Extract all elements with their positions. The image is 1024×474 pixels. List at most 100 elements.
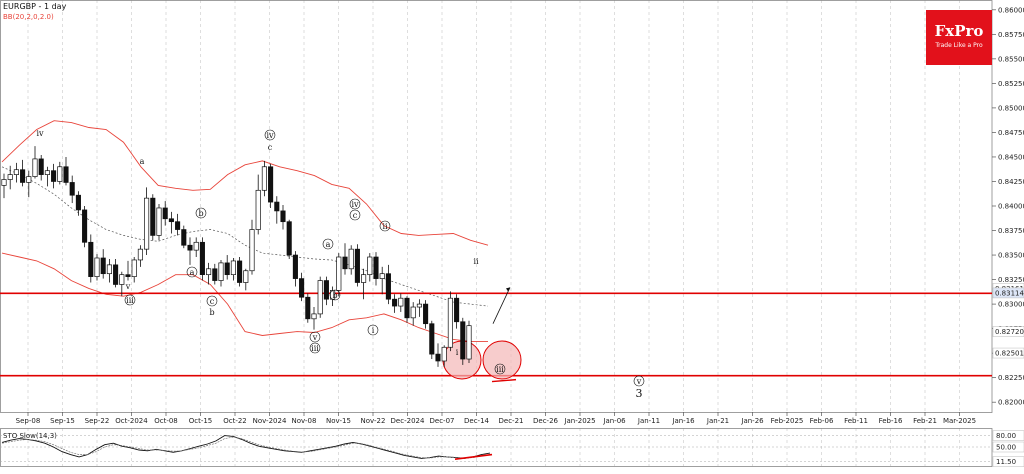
candle-body: [404, 297, 410, 319]
candle-body: [106, 264, 112, 275]
candle-body: [336, 256, 342, 291]
candle-body: [280, 210, 286, 223]
x-tick-label: Oct-2024: [115, 417, 148, 425]
wave-label: c: [268, 143, 273, 152]
middle-band: [1, 166, 489, 307]
wave-label: ii: [382, 222, 388, 231]
x-tick-label: Sep-08: [16, 417, 41, 425]
x-tick-label: Dec-2024: [391, 417, 425, 425]
x-tick-label: Nov-08: [292, 417, 317, 425]
candle-body: [26, 176, 32, 183]
wave-circle: [367, 324, 379, 336]
candle-body: [323, 280, 329, 300]
fxpro-logo: FxPro Trade Like a Pro: [926, 10, 992, 65]
divergence-line: [491, 378, 517, 383]
x-tick-label: Sep-22: [85, 417, 110, 425]
candle-body: [342, 256, 348, 270]
wave-label: a: [140, 157, 145, 166]
candle-body: [20, 169, 26, 183]
candle-body: [299, 278, 305, 298]
chart-frame: [0, 0, 993, 413]
candle-body: [75, 194, 81, 211]
candle-body: [199, 241, 205, 276]
wave-label: a: [326, 240, 331, 249]
candle-body: [218, 262, 224, 281]
candle-body: [100, 257, 106, 275]
x-tick-label: Sep-15: [50, 417, 75, 425]
candle-body: [206, 268, 212, 276]
candle-body: [367, 256, 373, 276]
x-tick-label: Jan-06: [602, 417, 626, 425]
candle-body: [416, 303, 422, 308]
wave-circle: [186, 266, 198, 278]
wave-circle: [329, 289, 341, 301]
x-tick-label: Oct-15: [189, 417, 213, 425]
candle-body: [144, 197, 150, 250]
x-tick-label: Feb-11: [844, 417, 868, 425]
x-tick-label: Feb-16: [879, 417, 903, 425]
wave-label: c: [353, 211, 358, 220]
oscillator-label: STO Slow(14,3): [3, 432, 57, 440]
candle-body: [454, 297, 460, 323]
wave-label: iii: [126, 296, 134, 305]
osc-level-tag: [992, 456, 1024, 467]
x-tick-label: Feb-06: [810, 417, 834, 425]
candle-body: [379, 273, 385, 279]
wave-label: iii: [311, 344, 319, 353]
x-tick-label: Jan-26: [740, 417, 764, 425]
candle-body: [373, 256, 379, 279]
oscillator-frame: [0, 428, 993, 467]
x-tick-label: Oct-22: [223, 417, 247, 425]
price-tag: [992, 347, 1024, 359]
x-tick-label: Jan-21: [706, 417, 729, 425]
candle-body: [361, 274, 367, 283]
candle-body: [88, 241, 94, 277]
x-tick-label: Jan-11: [637, 417, 660, 425]
wave-circle: [322, 238, 334, 250]
wave-circle: [633, 375, 645, 387]
x-tick-label: Feb-21: [913, 417, 937, 425]
candle-body: [292, 254, 298, 279]
wave-label: b: [209, 308, 214, 317]
wave-label: iv: [351, 200, 359, 209]
candle-body: [212, 268, 218, 281]
candle-body: [305, 296, 311, 320]
candle-body: [69, 182, 75, 196]
candle-body: [243, 270, 249, 283]
x-tick-label: Mar-2025: [943, 417, 976, 425]
candle-body: [168, 218, 174, 223]
x-tick-label: Nov-15: [326, 417, 351, 425]
candle-body: [125, 274, 131, 277]
x-tick-label: Nov-2024: [253, 417, 287, 425]
candle-body: [175, 221, 181, 230]
candle-body: [230, 260, 236, 276]
candle-body: [348, 248, 354, 270]
candle-body: [193, 241, 199, 251]
wave-label: iv: [36, 129, 44, 138]
osc-level-tag: [992, 430, 1024, 441]
candle-body: [131, 259, 137, 277]
wave-label: c: [210, 297, 215, 306]
candle-body: [435, 353, 441, 362]
candle-body: [286, 221, 292, 256]
x-tick-label: Dec-26: [533, 417, 559, 425]
candle-body: [429, 323, 435, 355]
wave-circle: [124, 294, 136, 306]
candle-body: [7, 174, 13, 180]
arrow-head: [506, 287, 510, 292]
wave-label: v: [312, 333, 318, 342]
x-tick-label: Dec-14: [464, 417, 490, 425]
price-tag-label: 0.82501: [995, 350, 1024, 358]
candle-body: [385, 273, 391, 300]
candle-body: [13, 169, 19, 175]
candle-body: [311, 313, 317, 320]
wave-label: b: [198, 209, 203, 218]
